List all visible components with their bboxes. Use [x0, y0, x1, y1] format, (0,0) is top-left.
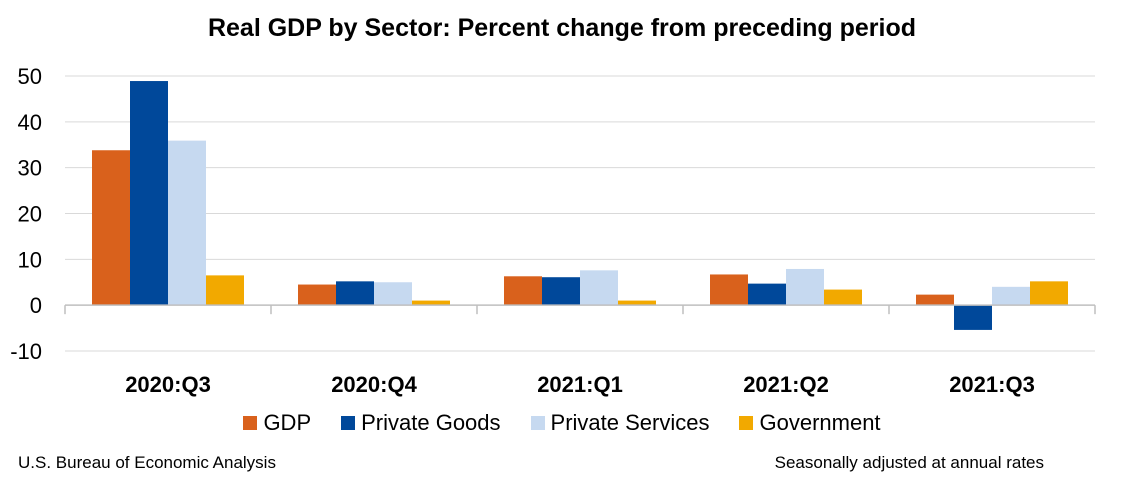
y-tick-label: 50 [18, 64, 42, 89]
bar [1030, 281, 1068, 306]
y-tick-label: 40 [18, 110, 42, 135]
bar [298, 284, 336, 306]
x-tick-label: 2021:Q2 [743, 372, 829, 397]
legend-label-private-goods: Private Goods [361, 410, 501, 435]
bar [504, 276, 542, 306]
chart-title: Real GDP by Sector: Percent change from … [207, 14, 917, 42]
bar [992, 286, 1030, 306]
legend-swatch-private-goods [341, 416, 356, 430]
bar [336, 281, 374, 306]
legend-swatch-gdp [243, 416, 258, 430]
bar [710, 274, 748, 306]
legend-item-private-goods: Private Goods [341, 410, 501, 436]
bar [786, 268, 824, 306]
bar [954, 305, 992, 330]
bar-chart: -10 0 10 20 30 40 50 2020:Q3 2020:Q4 2021:Q1 2021:… [10, 64, 1096, 397]
bar [92, 150, 130, 306]
x-tick-label: 2021:Q1 [537, 372, 623, 397]
x-tick-label: 2020:Q4 [331, 372, 417, 397]
legend-swatch-private-services [530, 416, 545, 430]
legend-label-gdp: GDP [263, 410, 312, 435]
y-tick-label: 20 [18, 202, 42, 227]
y-tick-label: 10 [18, 247, 42, 272]
legend-label-government: Government [759, 410, 881, 435]
bar [374, 282, 412, 306]
bar [618, 300, 656, 306]
bar [168, 140, 206, 306]
source-note: U.S. Bureau of Economic Analysis [18, 453, 276, 472]
bar [412, 300, 450, 306]
legend-item-gdp: GDP [243, 410, 311, 436]
legend-item-private-services: Private Services [530, 410, 710, 436]
bar [748, 283, 786, 306]
legend-item-government: Government [739, 410, 881, 436]
y-tick-label: 30 [18, 156, 42, 181]
bar [542, 277, 580, 306]
x-tick-label: 2021:Q3 [949, 372, 1035, 397]
y-tick-label: 0 [30, 293, 42, 318]
y-tick-label: -10 [10, 339, 42, 364]
bar [130, 81, 168, 306]
bar [580, 270, 618, 306]
legend-swatch-government [739, 416, 754, 430]
legend: GDP Private Goods Private Services Gover… [0, 410, 1124, 436]
bar [916, 294, 954, 306]
adjustment-note: Seasonally adjusted at annual rates [774, 453, 1044, 472]
bar [824, 289, 862, 306]
legend-label-private-services: Private Services [550, 410, 710, 435]
bar [206, 275, 244, 306]
x-tick-label: 2020:Q3 [125, 372, 211, 397]
